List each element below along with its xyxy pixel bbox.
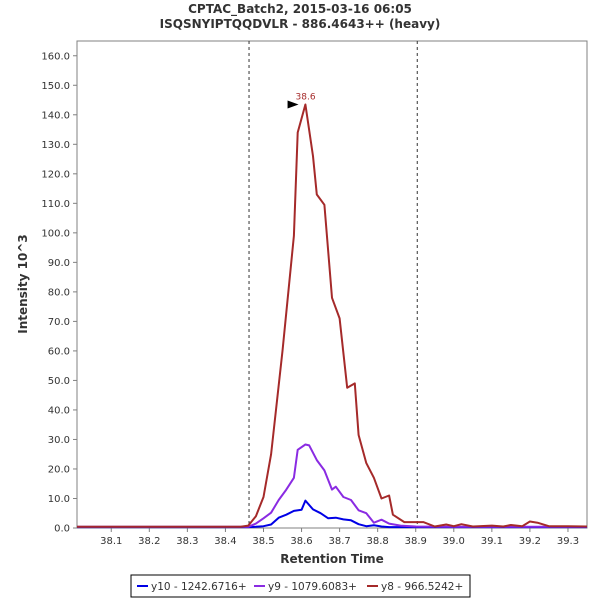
x-tick-label: 39.1	[481, 536, 503, 547]
legend-label: y10 - 1242.6716+	[151, 581, 247, 593]
legend-label: y8 - 966.5242+	[381, 581, 463, 593]
series-lines	[77, 103, 588, 529]
y-axis: 0.0 10.0 20.0 30.0 40.0 50.0 60.0 70.0 80.0 90.0 1…	[41, 51, 77, 535]
y-tick-label: 160.0	[41, 51, 70, 62]
x-axis: 38.1 38.2 38.3 38.4 38.5 38.6 38.7 38.8 38.9 39.0…	[100, 528, 579, 547]
legend-label: y9 - 1079.6083+	[268, 581, 357, 593]
y-tick-label: 130.0	[41, 140, 70, 151]
x-tick-label: 38.8	[367, 536, 389, 547]
peak-annotation: 38.6	[287, 92, 316, 109]
x-tick-label: 38.9	[405, 536, 427, 547]
chart-title: CPTAC_Batch2, 2015-03-16 06:05	[188, 2, 412, 17]
x-tick-label: 38.4	[214, 536, 236, 547]
x-tick-label: 38.1	[100, 536, 122, 547]
series-line-2	[77, 103, 588, 528]
y-tick-label: 0.0	[54, 524, 70, 535]
x-tick-label: 38.2	[138, 536, 160, 547]
y-tick-label: 30.0	[48, 435, 70, 446]
y-tick-label: 120.0	[41, 169, 70, 180]
x-tick-label: 38.5	[252, 536, 274, 547]
y-axis-label: Intensity 10^3	[16, 234, 30, 334]
y-tick-label: 40.0	[48, 405, 70, 416]
y-tick-label: 150.0	[41, 81, 70, 92]
x-tick-label: 38.3	[176, 536, 198, 547]
y-tick-label: 80.0	[48, 287, 70, 298]
x-tick-label: 39.0	[443, 536, 465, 547]
y-tick-label: 50.0	[48, 376, 70, 387]
x-tick-label: 39.3	[557, 536, 579, 547]
x-tick-label: 38.7	[328, 536, 350, 547]
y-tick-label: 60.0	[48, 346, 70, 357]
x-tick-label: 38.6	[290, 536, 312, 547]
x-tick-label: 39.2	[519, 536, 541, 547]
chart-subtitle: ISQSNYIPTQQDVLR - 886.4643++ (heavy)	[160, 17, 441, 31]
legend-entries: y10 - 1242.6716+ y9 - 1079.6083+ y8 - 966.…	[137, 581, 463, 593]
y-tick-label: 10.0	[48, 494, 70, 505]
y-tick-label: 140.0	[41, 110, 70, 121]
y-tick-label: 90.0	[48, 258, 70, 269]
y-tick-label: 20.0	[48, 464, 70, 475]
y-tick-label: 110.0	[41, 199, 70, 210]
peak-marker-arrow	[287, 100, 299, 109]
plot-area	[76, 40, 588, 529]
peak-label: 38.6	[296, 92, 316, 102]
x-axis-label: Retention Time	[280, 552, 384, 566]
series-line-1	[77, 443, 587, 528]
legend	[130, 574, 471, 598]
y-tick-label: 100.0	[41, 228, 70, 239]
y-tick-label: 70.0	[48, 317, 70, 328]
